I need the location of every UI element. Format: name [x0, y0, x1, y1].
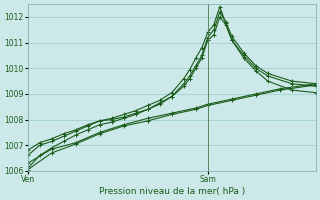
X-axis label: Pression niveau de la mer( hPa ): Pression niveau de la mer( hPa ) — [99, 187, 245, 196]
